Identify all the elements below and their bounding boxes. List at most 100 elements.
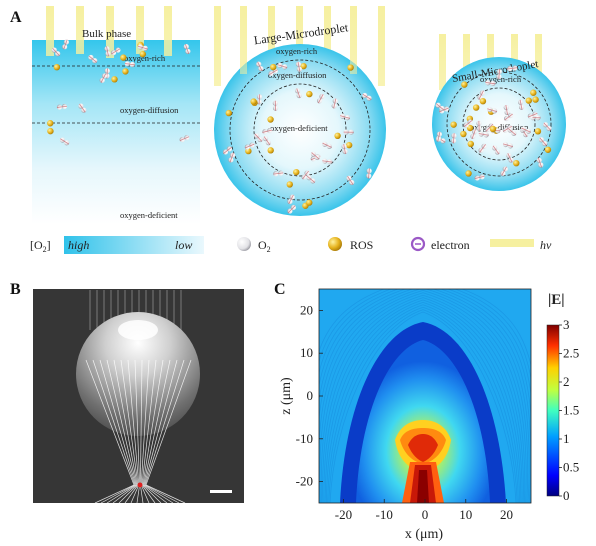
- colorbar-tick-label: 2: [563, 374, 570, 389]
- ros-molecule: [47, 127, 54, 135]
- bulk-molecules: [47, 39, 191, 146]
- large-oxygen-diffusion-label: oxygen-diffusion: [268, 70, 327, 80]
- o2-molecule: [306, 175, 316, 184]
- o2-molecule: [256, 94, 263, 105]
- o2-molecule: [294, 88, 302, 99]
- small-microdroplet: Small-Microdroplet oxygen-rich oxygen-di…: [432, 34, 566, 191]
- o2-molecule: [485, 80, 496, 87]
- o2-molecule: [322, 158, 333, 165]
- colorbar-title: |E|: [548, 292, 565, 308]
- o2-molecule: [262, 135, 272, 146]
- legend-ros-label: ROS: [350, 238, 373, 252]
- large-droplet: [214, 44, 386, 216]
- large-molecules: [222, 61, 372, 214]
- colorbar-tick-label: 3: [563, 317, 570, 332]
- ros-molecule: [489, 125, 497, 133]
- o2-molecule: [504, 112, 514, 122]
- x-tick-label: 10: [459, 507, 472, 522]
- large-microdroplet: Large-Microdroplet oxygen-rich oxygen-di…: [214, 6, 386, 216]
- o2-molecule: [435, 131, 443, 142]
- ros-molecule: [525, 97, 532, 104]
- o2-molecule: [295, 61, 303, 72]
- ros-molecule: [306, 199, 313, 206]
- o2-molecule: [340, 113, 351, 121]
- legend-o2-concentration-label: [O2]: [30, 238, 51, 254]
- ros-molecule: [267, 116, 274, 123]
- o2-molecule: [507, 127, 517, 136]
- o2-molecule: [435, 102, 445, 112]
- legend-low-label: low: [175, 238, 192, 252]
- colorbar-tick-label: 1: [563, 431, 570, 446]
- panel-a-letter: A: [10, 9, 22, 26]
- o2-molecule: [470, 129, 478, 140]
- o2-molecule: [492, 145, 501, 155]
- panel-b-letter: B: [10, 281, 21, 298]
- o2-molecule: [507, 65, 518, 72]
- ros-molecule: [465, 170, 472, 177]
- o2-molecule: [362, 92, 372, 101]
- o2-molecule: [59, 137, 70, 146]
- panel-b-droplet: [76, 312, 200, 436]
- ros-molecule: [479, 97, 487, 105]
- o2-molecule: [183, 44, 191, 54]
- legend-electron-label: electron: [431, 238, 470, 252]
- large-oxygen-deficient-label: oxygen-deficient: [270, 123, 328, 133]
- small-ring-inner: [462, 87, 536, 161]
- panel-a: A Bulk phase oxygen-rich oxygen-diffusio…: [10, 6, 566, 254]
- ros-molecule: [120, 54, 127, 61]
- o2-molecule: [542, 122, 552, 131]
- legend-o2-icon: [237, 237, 251, 251]
- o2-molecule: [366, 168, 372, 179]
- ros-molecule: [306, 90, 313, 98]
- ros-molecule: [270, 63, 277, 71]
- y-tick-label: -10: [296, 431, 313, 446]
- bulk-oxygen-deficient-label: oxygen-deficient: [120, 210, 178, 220]
- ros-molecule: [286, 181, 293, 188]
- y-axis-label: z (μm): [279, 377, 294, 415]
- o2-molecule: [56, 103, 68, 110]
- panel-c-letter: C: [274, 281, 286, 298]
- ros-molecule: [345, 141, 353, 149]
- o2-molecule: [62, 39, 69, 50]
- y-tick-label: 10: [300, 345, 313, 360]
- o2-molecule: [451, 133, 457, 144]
- o2-molecule: [287, 194, 295, 205]
- o2-molecule: [228, 152, 236, 163]
- legend: [O2] high low O2 ROS electron hv: [30, 236, 552, 254]
- bulk-oxygen-rich-label: oxygen-rich: [124, 53, 166, 63]
- o2-molecule: [536, 157, 544, 168]
- o2-molecule: [476, 120, 482, 132]
- o2-molecule: [478, 143, 487, 153]
- small-molecules: [435, 65, 552, 181]
- o2-molecule: [179, 135, 190, 143]
- o2-molecule: [478, 131, 489, 138]
- o2-molecule: [343, 129, 354, 135]
- small-oxygen-rich-label: oxygen-rich: [480, 74, 522, 84]
- ros-molecule: [472, 104, 480, 111]
- ros-molecule: [300, 62, 307, 70]
- ros-molecule: [225, 109, 232, 117]
- o2-molecule: [301, 170, 310, 180]
- ros-molecule: [250, 98, 257, 105]
- o2-molecule: [273, 170, 284, 177]
- o2-molecule: [322, 141, 332, 149]
- legend-hv-label: hv: [540, 238, 552, 252]
- colorbar-ticks: 3 2.5 2 1.5 1 0.5 0: [559, 317, 579, 503]
- ros-molecule: [534, 128, 542, 135]
- ros-molecule: [47, 120, 54, 127]
- ros-molecule: [450, 121, 457, 128]
- o2-molecule: [88, 54, 98, 64]
- o2-molecule: [500, 166, 508, 176]
- o2-molecule: [244, 142, 255, 150]
- colorbar-tick-label: 2.5: [563, 346, 579, 361]
- panel-b-rays-focus: [85, 359, 192, 504]
- ros-molecule: [544, 146, 552, 153]
- small-ring-outer: [446, 71, 552, 177]
- o2-molecule: [222, 146, 233, 155]
- panel-b-highlight: [118, 320, 158, 340]
- panel-b-scale-bar: [210, 490, 232, 493]
- o2-molecule: [496, 69, 503, 80]
- o2-molecule: [262, 128, 273, 135]
